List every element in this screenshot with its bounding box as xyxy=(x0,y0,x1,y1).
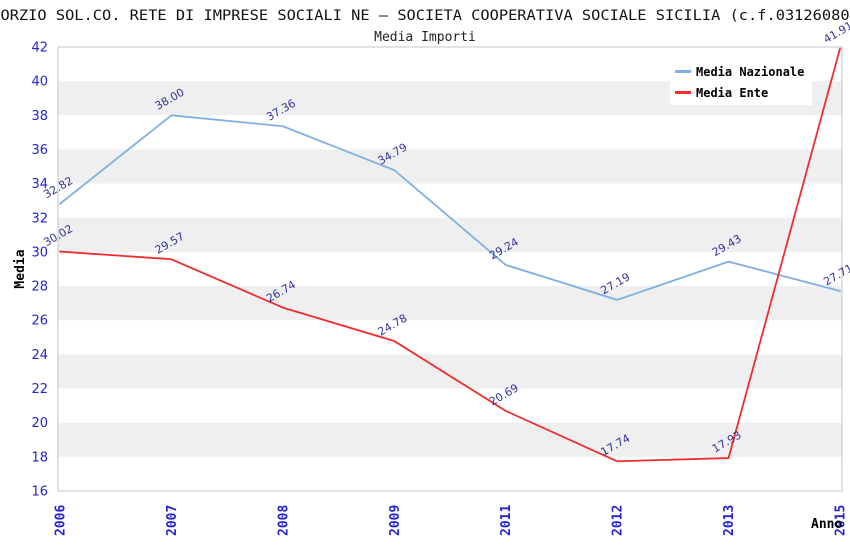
chart-subtitle: Media Importi xyxy=(374,30,476,45)
y-tick-label: 18 xyxy=(31,450,48,465)
x-tick-label: 2015 xyxy=(834,505,849,536)
y-tick-label: 24 xyxy=(31,348,48,363)
grid-band xyxy=(58,217,842,252)
y-tick-label: 16 xyxy=(31,485,48,500)
y-tick-label: 26 xyxy=(31,314,48,329)
x-tick-label: 2012 xyxy=(611,505,626,536)
x-tick-label: 2008 xyxy=(276,505,291,536)
y-tick-label: 38 xyxy=(31,109,48,124)
y-tick-labels: 42 40 38 36 34 32 30 28 26 24 22 20 18 16 xyxy=(31,41,48,500)
series-line-1 xyxy=(59,47,841,463)
grid-band xyxy=(58,354,842,389)
y-tick-label: 22 xyxy=(31,382,48,397)
series-lines xyxy=(59,47,841,463)
x-tick-labels: 2006 2007 2008 2009 2011 2012 2013 2015 xyxy=(54,505,849,536)
chart-bands xyxy=(58,81,842,457)
plot-border xyxy=(57,46,843,492)
y-tick-label: 42 xyxy=(31,41,48,56)
x-tick-label: 2006 xyxy=(54,505,69,536)
grid-band xyxy=(58,149,842,184)
legend-background xyxy=(670,56,812,105)
series-line-0 xyxy=(59,114,841,301)
x-tick-label: 2011 xyxy=(499,505,514,536)
legend-label-media-ente: Media Ente xyxy=(696,86,768,100)
x-axis-title: Anno xyxy=(811,517,842,532)
y-tick-label: 36 xyxy=(31,143,48,158)
chart-title: NSORZIO SOL.CO. RETE DI IMPRESE SOCIALI … xyxy=(0,8,850,24)
y-tick-label: 30 xyxy=(31,245,48,260)
y-tick-label: 20 xyxy=(31,416,48,431)
y-tick-label: 40 xyxy=(31,75,48,90)
x-tick-label: 2009 xyxy=(388,505,403,536)
y-tick-label: 32 xyxy=(31,211,48,226)
y-axis-title: Media xyxy=(13,249,28,288)
legend-label-media-nazionale: Media Nazionale xyxy=(696,65,804,79)
grid-band xyxy=(58,422,842,457)
data-label: 27.71 xyxy=(821,261,850,288)
y-tick-label: 28 xyxy=(31,280,48,295)
grid-band xyxy=(58,286,842,321)
y-tick-label: 34 xyxy=(31,177,48,192)
legend: Media Nazionale Media Ente xyxy=(670,56,812,105)
x-tick-label: 2013 xyxy=(722,505,737,536)
x-tick-label: 2007 xyxy=(165,505,180,536)
